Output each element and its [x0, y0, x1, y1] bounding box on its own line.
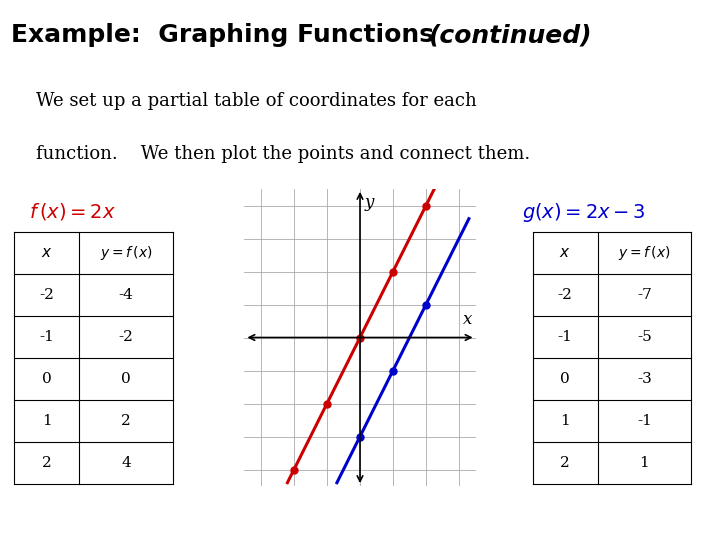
Text: $y = f\,(x)$: $y = f\,(x)$ — [618, 244, 670, 262]
Text: -3: -3 — [637, 372, 652, 386]
Text: 4: 4 — [121, 456, 131, 470]
Text: $x$: $x$ — [559, 246, 571, 260]
Text: 1: 1 — [560, 414, 570, 428]
Text: 2: 2 — [560, 456, 570, 470]
Text: 1: 1 — [42, 414, 52, 428]
Text: (continued): (continued) — [428, 23, 592, 47]
Text: Copyright © 2014, 2010, 2007 Pearson Education, Inc.: Copyright © 2014, 2010, 2007 Pearson Edu… — [226, 519, 494, 529]
Point — [420, 300, 432, 309]
Text: 0: 0 — [42, 372, 52, 386]
Point — [354, 333, 366, 342]
Text: ALWAYS LEARNING: ALWAYS LEARNING — [14, 519, 117, 529]
Text: -1: -1 — [558, 330, 572, 344]
Text: 2: 2 — [121, 414, 131, 428]
Text: $y = f\,(x)$: $y = f\,(x)$ — [100, 244, 152, 262]
Point — [387, 267, 399, 276]
Text: y: y — [365, 194, 374, 211]
Text: -2: -2 — [558, 288, 572, 302]
Text: -7: -7 — [637, 288, 652, 302]
Text: Example:  Graphing Functions: Example: Graphing Functions — [11, 23, 451, 47]
Text: -2: -2 — [119, 330, 133, 344]
Point — [288, 465, 300, 474]
Text: x: x — [463, 310, 472, 328]
Point — [321, 399, 333, 408]
Text: -1: -1 — [40, 330, 54, 344]
Text: $g(x) = 2x - 3$: $g(x) = 2x - 3$ — [522, 201, 646, 225]
Text: 0: 0 — [560, 372, 570, 386]
Text: 0: 0 — [121, 372, 131, 386]
Point — [354, 432, 366, 441]
Point — [387, 366, 399, 375]
Text: -5: -5 — [637, 330, 652, 344]
Text: 1: 1 — [639, 456, 649, 470]
Text: PEARSON: PEARSON — [562, 514, 666, 534]
Text: 13: 13 — [677, 515, 698, 533]
Point — [420, 201, 432, 210]
Text: 2: 2 — [42, 456, 52, 470]
Text: -2: -2 — [40, 288, 54, 302]
Text: $x$: $x$ — [41, 246, 53, 260]
Text: function.    We then plot the points and connect them.: function. We then plot the points and co… — [36, 145, 530, 163]
Text: $f\,(x) = 2x$: $f\,(x) = 2x$ — [29, 201, 116, 222]
Text: -4: -4 — [119, 288, 133, 302]
Text: We set up a partial table of coordinates for each: We set up a partial table of coordinates… — [36, 92, 477, 110]
Text: -1: -1 — [637, 414, 652, 428]
